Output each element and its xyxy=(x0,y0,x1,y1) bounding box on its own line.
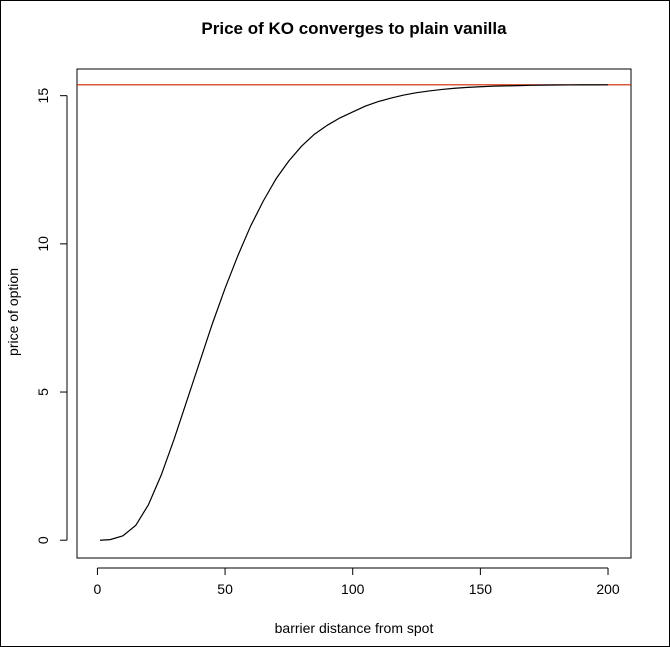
chart-title: Price of KO converges to plain vanilla xyxy=(201,19,507,38)
x-tick-label: 100 xyxy=(341,581,365,597)
x-tick-label: 50 xyxy=(217,581,233,597)
y-tick-label: 10 xyxy=(35,236,51,252)
y-tick-label: 0 xyxy=(35,536,51,544)
series-group xyxy=(99,84,609,541)
x-tick-label: 150 xyxy=(469,581,493,597)
x-tick-label: 0 xyxy=(94,581,102,597)
y-axis-label: price of option xyxy=(5,268,21,356)
y-tick-label: 15 xyxy=(35,88,51,104)
series-line xyxy=(99,84,609,541)
x-axis-label: barrier distance from spot xyxy=(275,620,434,636)
plot-area-frame xyxy=(76,68,632,559)
x-axis: 0 50 100 150 200 xyxy=(94,567,620,597)
y-tick-label: 5 xyxy=(35,388,51,396)
x-tick-label: 200 xyxy=(596,581,620,597)
y-axis: 0 5 10 15 xyxy=(35,88,68,544)
